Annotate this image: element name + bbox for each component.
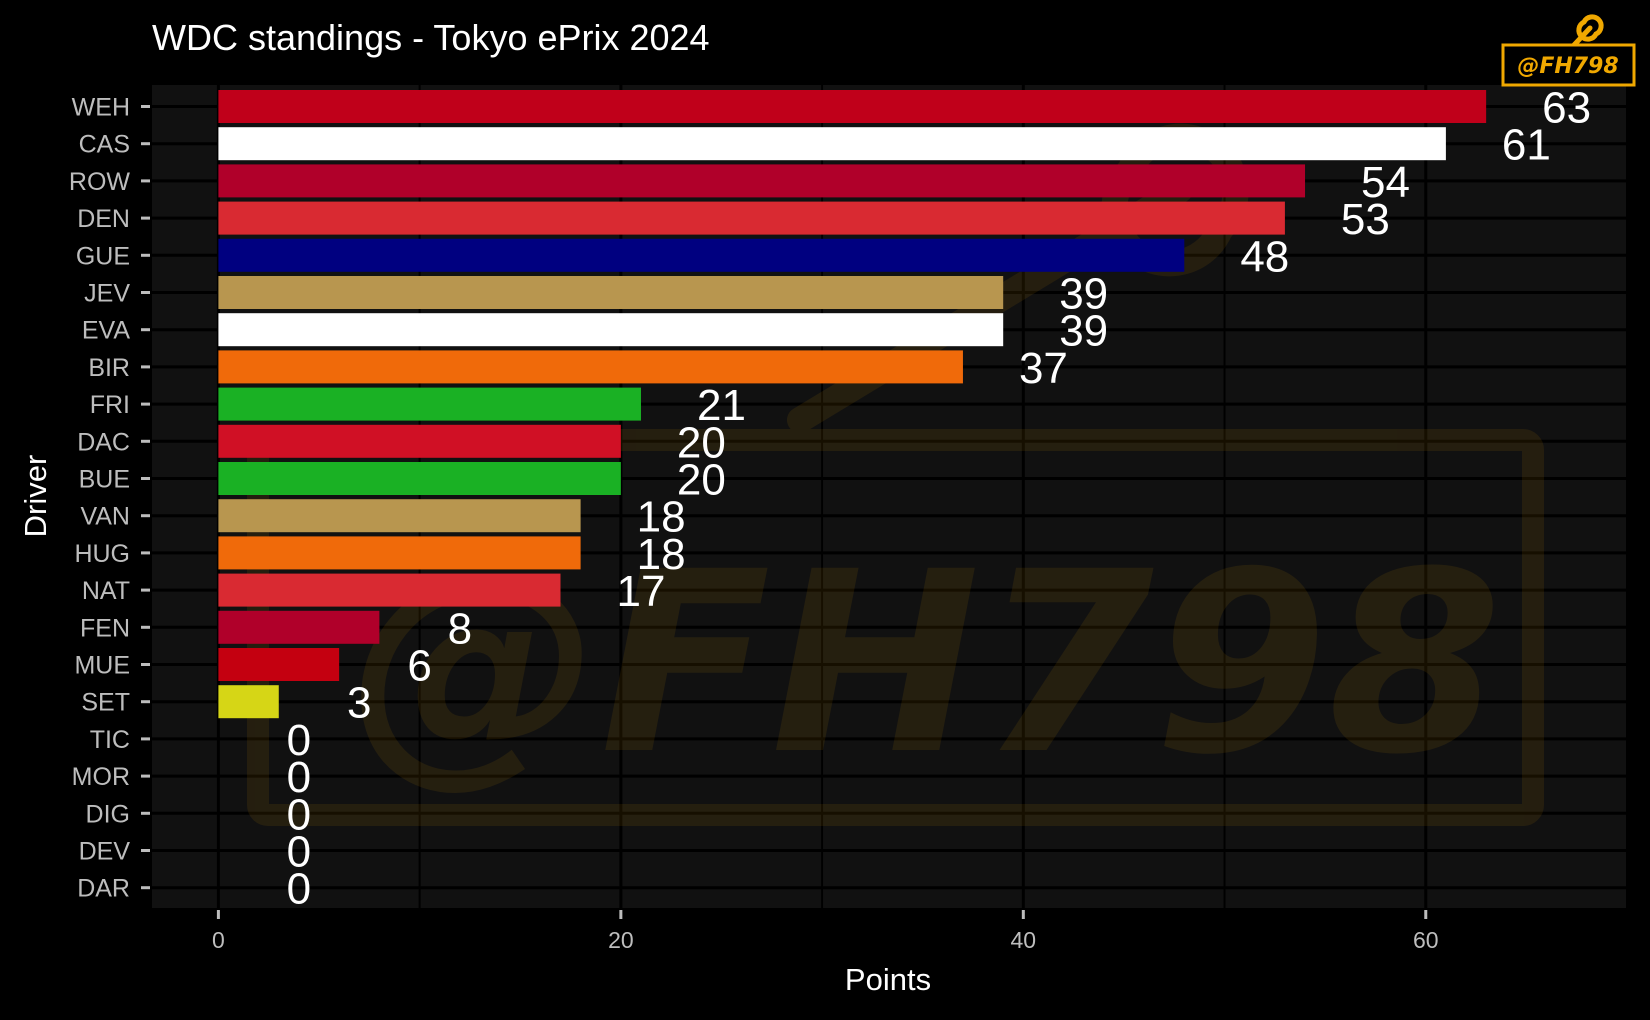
y-tick-label-mor: MOR bbox=[72, 763, 130, 791]
x-tick-label: 20 bbox=[608, 927, 634, 953]
bar-jev bbox=[218, 276, 1004, 309]
y-axis-title: Driver bbox=[18, 455, 53, 538]
logo: @FH798 bbox=[1501, 14, 1636, 87]
y-tick-label-nat: NAT bbox=[82, 577, 130, 605]
y-tick-label-gue: GUE bbox=[76, 242, 130, 270]
bar-bue bbox=[218, 462, 621, 495]
y-tick-label-cas: CAS bbox=[79, 131, 130, 159]
data-label-mor: 0 bbox=[287, 753, 311, 802]
y-tick-label-dar: DAR bbox=[77, 875, 130, 903]
y-tick-label-van: VAN bbox=[80, 503, 130, 531]
y-tick-label-den: DEN bbox=[77, 205, 130, 233]
bar-gue bbox=[218, 238, 1185, 272]
data-label-weh: 63 bbox=[1542, 84, 1591, 133]
data-label-set: 3 bbox=[347, 679, 371, 728]
y-tick-label-hug: HUG bbox=[74, 540, 130, 568]
y-tick-label-fri: FRI bbox=[90, 391, 130, 419]
bar-row bbox=[218, 164, 1306, 198]
data-label-fri: 21 bbox=[697, 381, 746, 430]
bar-cas bbox=[218, 127, 1446, 161]
y-tick-label-eva: EVA bbox=[82, 317, 130, 345]
data-label-gue: 48 bbox=[1240, 232, 1289, 281]
data-label-van: 18 bbox=[637, 493, 686, 542]
bar-fri bbox=[218, 387, 641, 421]
x-tick-label: 0 bbox=[212, 927, 225, 953]
y-tick-label-dac: DAC bbox=[77, 428, 130, 456]
data-label-jev: 39 bbox=[1059, 270, 1108, 319]
bar-den bbox=[218, 201, 1285, 235]
bar-bir bbox=[218, 350, 963, 384]
y-tick-label-weh: WEH bbox=[72, 94, 130, 122]
data-label-den: 53 bbox=[1341, 195, 1390, 244]
y-tick-label-dev: DEV bbox=[79, 838, 131, 866]
bar-dac bbox=[218, 424, 621, 458]
logo-frame bbox=[1501, 43, 1636, 87]
data-label-dev: 0 bbox=[287, 828, 311, 877]
bar-van bbox=[218, 499, 581, 533]
data-label-row: 54 bbox=[1361, 158, 1410, 207]
data-label-nat: 17 bbox=[617, 567, 666, 616]
data-label-fen: 8 bbox=[448, 604, 472, 653]
bar-nat bbox=[218, 573, 561, 607]
data-label-bue: 20 bbox=[677, 456, 726, 505]
y-tick-label-set: SET bbox=[81, 689, 130, 717]
y-tick-label-bue: BUE bbox=[79, 466, 130, 494]
bar-mue bbox=[218, 648, 340, 681]
data-label-eva: 39 bbox=[1059, 307, 1108, 356]
logo-text: @FH798 bbox=[1517, 54, 1618, 79]
y-axis: WEH CAS ROW DEN GUE JEV EVA BIR FRI DAC BUE VAN HUG N… bbox=[69, 94, 150, 903]
bar-fen bbox=[218, 610, 380, 644]
bar-eva bbox=[218, 313, 1004, 347]
data-label-tic: 0 bbox=[287, 716, 311, 765]
bar-hug bbox=[218, 536, 581, 570]
x-axis: 0 20 40 60 bbox=[212, 910, 1439, 953]
chart-title: WDC standings - Tokyo ePrix 2024 bbox=[152, 17, 710, 58]
x-axis-title: Points bbox=[845, 962, 931, 997]
data-label-bir: 37 bbox=[1019, 344, 1068, 393]
data-label-dig: 0 bbox=[287, 790, 311, 839]
bar-weh bbox=[218, 90, 1487, 123]
bars bbox=[218, 90, 1487, 719]
y-tick-label-fen: FEN bbox=[80, 614, 130, 642]
x-tick-label: 60 bbox=[1413, 927, 1439, 953]
y-tick-label-bir: BIR bbox=[88, 354, 130, 382]
y-tick-label-mue: MUE bbox=[74, 652, 130, 680]
y-tick-label-dig: DIG bbox=[86, 800, 130, 828]
data-label-dar: 0 bbox=[287, 865, 311, 914]
y-tick-label-row: ROW bbox=[69, 168, 131, 196]
data-label-hug: 18 bbox=[637, 530, 686, 579]
y-tick-label-tic: TIC bbox=[90, 726, 130, 754]
data-label-mue: 6 bbox=[407, 642, 431, 691]
bar-set bbox=[218, 685, 279, 719]
data-label-cas: 61 bbox=[1502, 121, 1551, 170]
x-tick-label: 40 bbox=[1011, 927, 1037, 953]
data-label-dac: 20 bbox=[677, 418, 726, 467]
y-tick-label-jev: JEV bbox=[84, 280, 130, 308]
